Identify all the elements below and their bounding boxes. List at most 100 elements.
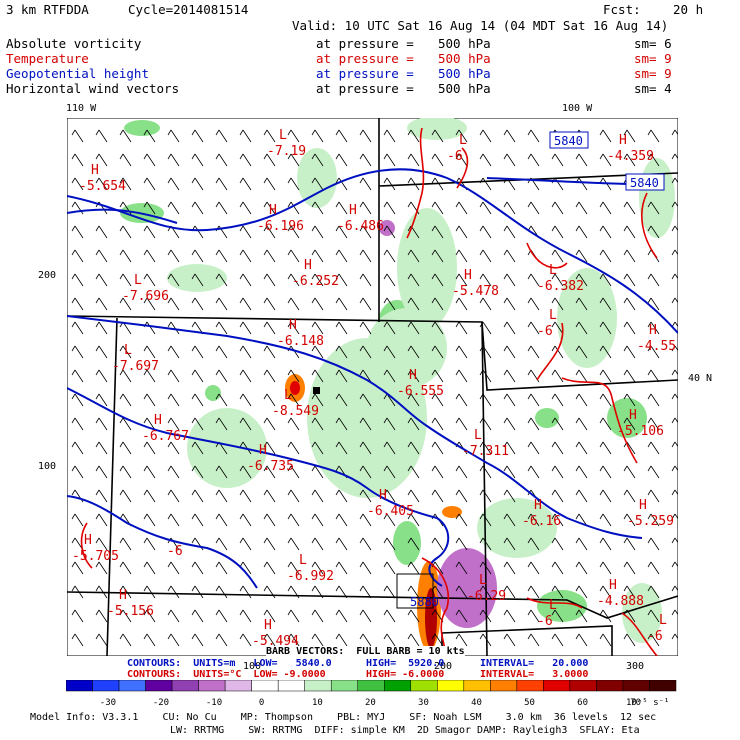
wind-barb [143, 585, 156, 599]
wind-barb [263, 633, 276, 647]
wind-barb [527, 153, 540, 167]
x-tick-label: 300 [626, 661, 645, 672]
wind-barb [599, 537, 612, 551]
extrema-value: -6.767 [142, 429, 189, 444]
wind-barb [263, 561, 276, 575]
extrema-value: -7.19 [267, 144, 306, 159]
wind-barb [407, 345, 420, 359]
wind-barb [503, 153, 516, 167]
colorbar-swatch [224, 680, 252, 692]
field-pressure-value: 500 hPa [438, 66, 491, 81]
wind-barb [287, 393, 300, 407]
wind-barb [95, 369, 108, 383]
wind-barb [71, 393, 84, 407]
wind-barb [551, 561, 564, 575]
model-info-line: LW: RRTMG SW: RRTMG DIFF: simple KM 2D S… [170, 725, 640, 736]
wind-barb [287, 489, 300, 503]
extrema-value: -5.654 [79, 179, 126, 194]
wind-barb [95, 489, 108, 503]
wind-barb [551, 273, 564, 287]
extrema-value: -7.697 [112, 359, 159, 374]
wind-barb [263, 273, 276, 287]
wind-barb [383, 177, 396, 191]
wind-barb [623, 321, 636, 335]
wind-barb [431, 249, 444, 263]
wind-barb [119, 129, 132, 143]
wind-barb [311, 561, 324, 575]
wind-barb [287, 321, 300, 335]
extrema-labels: H-5.654L-7.19H-6.196H-6.486L-6H-4.359L-7… [72, 128, 676, 649]
colorbar-swatch [330, 680, 358, 692]
wind-barb [311, 441, 324, 455]
wind-barb [215, 633, 228, 647]
wind-barb [287, 249, 300, 263]
wind-barb [263, 465, 276, 479]
wind-barb [143, 393, 156, 407]
extrema-letter: H [91, 163, 99, 178]
wind-barb [671, 393, 678, 400]
colorbar-swatch [622, 680, 650, 692]
colorbar-tick-label: 50 [524, 698, 535, 708]
wind-barb [671, 297, 678, 304]
wind-barb [527, 393, 540, 407]
wind-barb [359, 129, 372, 143]
wind-barb [503, 537, 516, 551]
wind-barb [383, 633, 396, 647]
wind-barb [287, 537, 300, 551]
wind-barb [407, 369, 420, 383]
wind-barb [575, 201, 588, 215]
wind-barb [647, 297, 660, 311]
field-smoothing: sm= 9 [634, 51, 672, 66]
wind-barb [287, 465, 300, 479]
wind-barb [359, 321, 372, 335]
height-contour-high: HIGH= 5920.0 [366, 658, 445, 669]
x-tick-label: 200 [434, 661, 453, 672]
colorbar-swatch [171, 680, 199, 692]
wind-barb [551, 489, 564, 503]
wind-barb [311, 321, 324, 335]
extrema-value: -7.311 [462, 444, 509, 459]
wind-barb [311, 297, 324, 311]
extrema-letter: H [534, 498, 542, 513]
wind-barb [239, 249, 252, 263]
vorticity-blob [393, 521, 421, 565]
wind-barb [647, 441, 660, 455]
wind-barb [71, 321, 84, 335]
wind-barb [671, 585, 678, 592]
wind-barb [383, 321, 396, 335]
wind-barb [575, 489, 588, 503]
wind-barb [119, 225, 132, 239]
wind-barb [71, 369, 84, 383]
height-contours [67, 168, 678, 589]
wind-barb [215, 609, 228, 623]
vorticity-blob [397, 208, 457, 328]
wind-barb [503, 225, 516, 239]
wind-barb [527, 537, 540, 551]
contour-value: 5840 [554, 134, 583, 148]
wind-barb [263, 201, 276, 215]
wind-barb [71, 561, 84, 575]
wind-barb [71, 609, 84, 623]
wind-barb [95, 417, 108, 431]
wind-barb [407, 153, 420, 167]
wind-barb [239, 129, 252, 143]
wind-barb [455, 153, 468, 167]
wind-barb [407, 393, 420, 407]
wind-barb [71, 201, 84, 215]
wind-barb [359, 489, 372, 503]
vorticity-blob [442, 506, 462, 518]
wind-barb [71, 465, 84, 479]
extrema-letter: H [639, 498, 647, 513]
field-name: Horizontal wind vectors [6, 81, 180, 96]
height-contour-info: CONTOURS: UNITS=m LOW= 5840.0 [127, 658, 332, 669]
extrema-value: -6 [167, 544, 183, 559]
wind-barb [407, 249, 420, 263]
wind-barb [359, 417, 372, 431]
wind-barb [95, 153, 108, 167]
wind-barb [119, 345, 132, 359]
wind-barb [95, 393, 108, 407]
wind-barb [455, 585, 468, 599]
wind-barb [167, 201, 180, 215]
field-smoothing: sm= 9 [634, 66, 672, 81]
wind-barb [455, 513, 468, 527]
